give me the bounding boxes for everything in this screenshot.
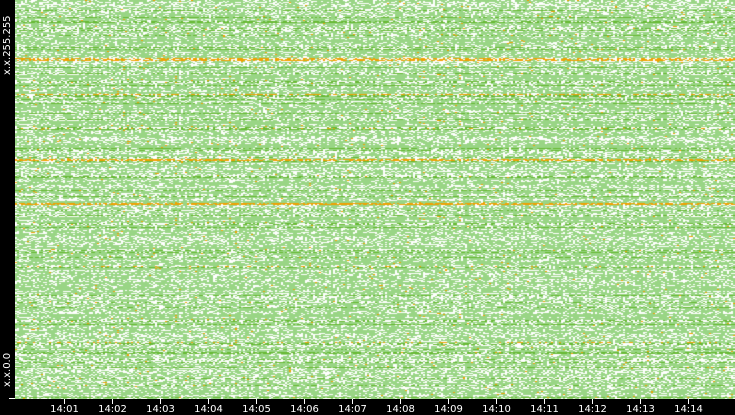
x-tick — [687, 399, 689, 404]
x-tick — [159, 399, 161, 404]
x-tick — [543, 399, 545, 404]
x-tick — [447, 399, 449, 404]
y-tick-label-top: x.x.255.255 — [2, 15, 13, 75]
x-tick — [399, 399, 401, 404]
x-tick — [303, 399, 305, 404]
x-tick-label: 14:07 — [338, 404, 367, 415]
x-tick-label: 14:10 — [482, 404, 511, 415]
x-tick — [639, 399, 641, 404]
x-tick — [63, 399, 65, 404]
heatmap-plot-area — [15, 0, 735, 399]
x-tick — [207, 399, 209, 404]
x-tick-label: 14:05 — [242, 404, 271, 415]
x-tick-label: 14:04 — [194, 404, 223, 415]
x-tick-label: 14:01 — [50, 404, 79, 415]
x-tick-label: 14:12 — [578, 404, 607, 415]
x-tick-label: 14:14 — [674, 404, 703, 415]
x-tick-label: 14:02 — [98, 404, 127, 415]
x-tick — [591, 399, 593, 404]
x-tick — [495, 399, 497, 404]
x-tick — [351, 399, 353, 404]
x-tick-label: 14:11 — [530, 404, 559, 415]
y-axis-tick — [9, 398, 15, 399]
x-tick-label: 14:08 — [386, 404, 415, 415]
x-tick — [255, 399, 257, 404]
x-tick-label: 14:09 — [434, 404, 463, 415]
x-tick-label: 14:06 — [290, 404, 319, 415]
x-tick-label: 14:13 — [626, 404, 655, 415]
x-tick-label: 14:03 — [146, 404, 175, 415]
y-tick-label-bottom: x.x.0.0 — [2, 352, 13, 388]
x-tick — [111, 399, 113, 404]
